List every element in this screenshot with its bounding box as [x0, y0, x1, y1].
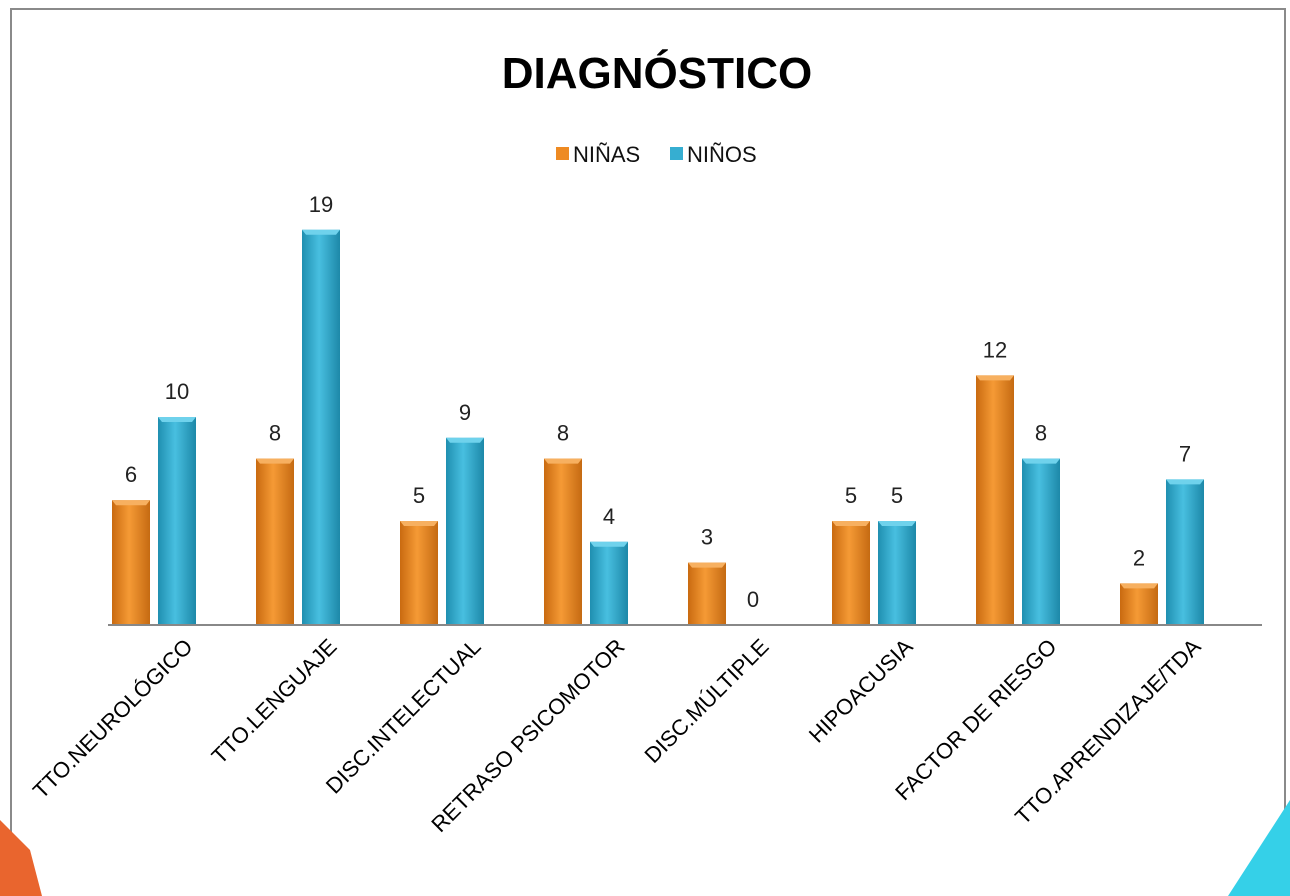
category-label-4: DISC.MÚLTIPLE	[639, 634, 773, 768]
bar-ninos-6	[1022, 458, 1060, 625]
bar-cap-ninos-3	[590, 541, 628, 547]
bar-cap-ninas-0	[112, 500, 150, 506]
bars	[112, 229, 1204, 626]
bar-ninas-4	[688, 562, 726, 625]
value-label-ninos-2: 9	[459, 400, 471, 425]
bar-ninos-2	[446, 437, 484, 625]
bar-cap-ninas-6	[976, 375, 1014, 381]
bar-cap-ninas-1	[256, 458, 294, 464]
bar-cap-ninas-2	[400, 521, 438, 526]
corner-decoration-right	[1228, 800, 1290, 896]
category-label-0: TTO.NEUROLÓGICO	[28, 634, 198, 804]
bar-cap-ninas-7	[1120, 583, 1158, 589]
legend-label-ninas: NIÑAS	[573, 142, 640, 167]
value-label-ninos-6: 8	[1035, 421, 1047, 446]
bar-ninas-3	[544, 458, 582, 625]
corner-decoration-left	[0, 820, 42, 896]
value-label-ninos-0: 10	[165, 379, 189, 404]
bar-cap-ninos-7	[1166, 479, 1204, 485]
value-label-ninas-7: 2	[1133, 545, 1145, 570]
bar-ninos-1	[302, 229, 340, 626]
value-label-ninas-1: 8	[269, 421, 281, 446]
category-label-6: FACTOR DE RIESGO	[890, 634, 1061, 805]
value-label-ninas-5: 5	[845, 483, 857, 508]
bar-ninas-0	[112, 500, 150, 625]
bar-cap-ninos-2	[446, 437, 484, 443]
value-label-ninos-7: 7	[1179, 441, 1191, 466]
value-label-ninos-1: 19	[309, 192, 333, 217]
bar-ninas-2	[400, 521, 438, 625]
value-label-ninas-3: 8	[557, 421, 569, 446]
legend-swatch-ninas	[556, 147, 569, 160]
data-labels: 6 10 8 19 5 9 8 4 3 0 5 5 12 8 2 7	[125, 192, 1191, 612]
bar-ninas-5	[832, 521, 870, 625]
bar-ninos-7	[1166, 479, 1204, 625]
legend-swatch-ninos	[670, 147, 683, 160]
category-labels: TTO.NEUROLÓGICO TTO.LENGUAJEDISC.INTELECT…	[28, 634, 1206, 837]
bar-cap-ninas-3	[544, 458, 582, 464]
category-label-1: TTO.LENGUAJE	[207, 634, 342, 769]
legend: NIÑAS NIÑOS	[556, 142, 757, 167]
value-label-ninas-0: 6	[125, 462, 137, 487]
bar-cap-ninos-5	[878, 521, 916, 526]
value-label-ninos-3: 4	[603, 504, 615, 529]
category-label-2: DISC.INTELECTUAL	[321, 634, 486, 799]
bar-ninos-3	[590, 541, 628, 625]
category-label-5: HIPOACUSIA	[804, 634, 918, 748]
chart-frame	[10, 8, 1286, 896]
bar-cap-ninos-0	[158, 417, 196, 422]
bar-ninos-5	[878, 521, 916, 625]
value-label-ninos-5: 5	[891, 483, 903, 508]
value-label-ninas-6: 12	[983, 337, 1007, 362]
bar-cap-ninos-6	[1022, 458, 1060, 464]
bar-cap-ninos-1	[302, 229, 340, 235]
legend-label-ninos: NIÑOS	[687, 142, 757, 167]
bar-ninas-1	[256, 458, 294, 625]
bar-cap-ninas-4	[688, 562, 726, 568]
bar-ninas-6	[976, 375, 1014, 625]
bar-cap-ninas-5	[832, 521, 870, 526]
value-label-ninos-4: 0	[747, 587, 759, 612]
bar-ninos-0	[158, 417, 196, 625]
value-label-ninas-2: 5	[413, 483, 425, 508]
chart-title: DIAGNÓSTICO	[502, 48, 812, 98]
value-label-ninas-4: 3	[701, 525, 713, 550]
bar-ninas-7	[1120, 583, 1158, 625]
